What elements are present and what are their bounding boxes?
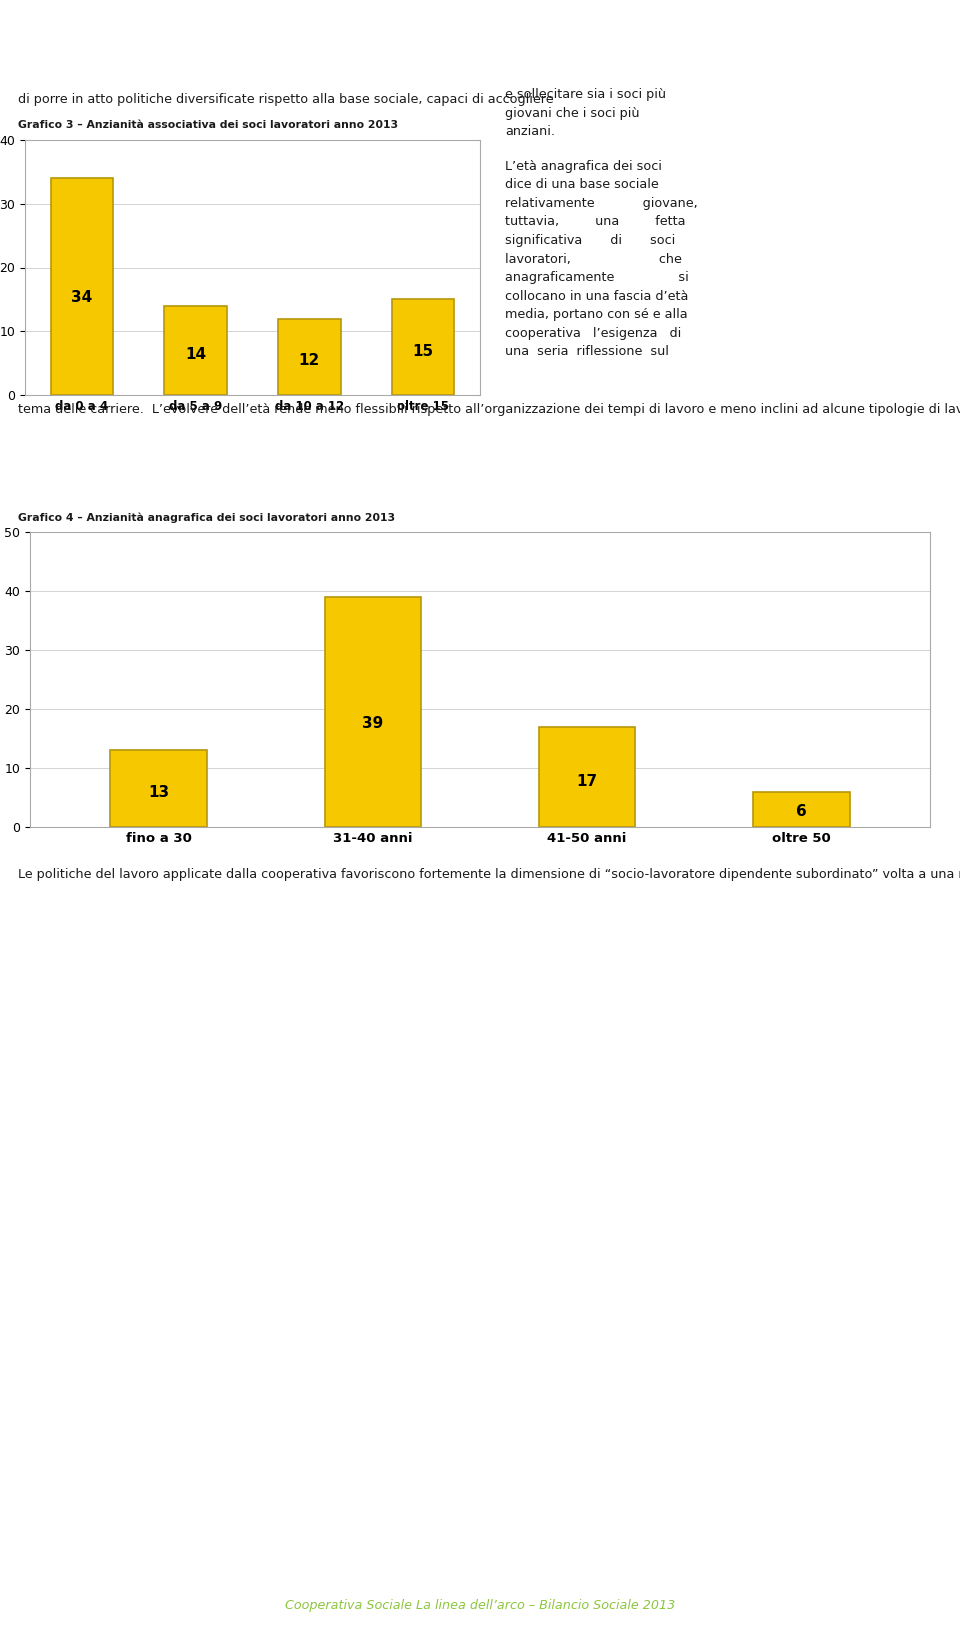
Text: Cooperativa Sociale La linea dell’arco – Bilancio Sociale 2013: Cooperativa Sociale La linea dell’arco –…	[285, 1598, 675, 1611]
Text: 34: 34	[71, 290, 92, 305]
Text: e sollecitare sia i soci più
giovani che i soci più
anziani.: e sollecitare sia i soci più giovani che…	[505, 88, 666, 139]
Text: L’età anagrafica dei soci
dice di una base sociale
relativamente            giov: L’età anagrafica dei soci dice di una ba…	[505, 160, 698, 357]
Text: tema delle carriere.  L’evolvere dell’età rende meno flessibili rispetto all’org: tema delle carriere. L’evolvere dell’età…	[18, 403, 960, 416]
Text: 12: 12	[299, 353, 320, 369]
Text: 15: 15	[413, 344, 434, 359]
Text: 13: 13	[148, 785, 169, 800]
Text: di porre in atto politiche diversificate rispetto alla base sociale, capaci di a: di porre in atto politiche diversificate…	[18, 93, 554, 106]
Text: Le politiche del lavoro applicate dalla cooperativa favoriscono fortemente la di: Le politiche del lavoro applicate dalla …	[18, 868, 960, 881]
Text: Grafico 3 – Anzianità associativa dei soci lavoratori anno 2013: Grafico 3 – Anzianità associativa dei so…	[18, 121, 398, 131]
Bar	[164, 305, 227, 395]
Bar	[392, 299, 454, 395]
Bar	[324, 597, 421, 827]
Text: 39: 39	[362, 716, 383, 731]
Text: 6: 6	[796, 803, 806, 819]
Text: 16: 16	[903, 23, 942, 52]
Bar	[539, 726, 636, 827]
Bar	[754, 792, 850, 827]
Bar	[278, 318, 341, 395]
Bar	[51, 178, 113, 395]
Text: 17: 17	[577, 774, 598, 790]
Text: 14: 14	[185, 348, 206, 362]
Text: Grafico 4 – Anzianità anagrafica dei soci lavoratori anno 2013: Grafico 4 – Anzianità anagrafica dei soc…	[18, 512, 396, 524]
Bar	[110, 751, 206, 827]
